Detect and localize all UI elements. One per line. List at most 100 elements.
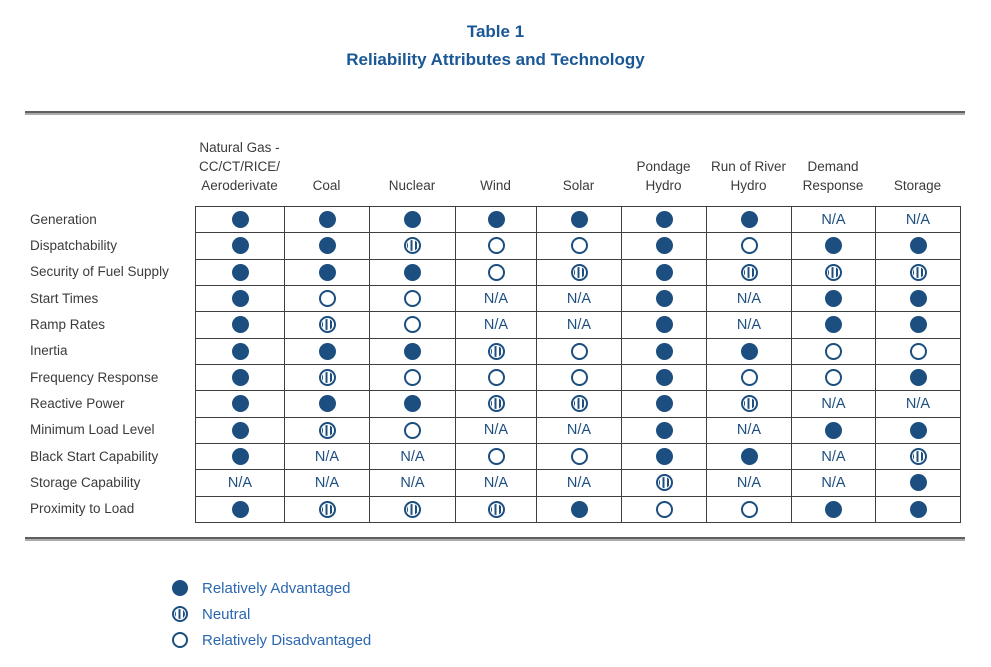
table-caption: Reliability Attributes and Technology xyxy=(346,50,645,69)
table-cell-1-0 xyxy=(196,233,285,260)
table-cell-3-0 xyxy=(196,285,285,313)
table-cell-5-5 xyxy=(622,338,707,365)
table-cell-8-4: N/A xyxy=(537,417,622,444)
table-cell-1-3 xyxy=(456,233,537,260)
table-cell-1-8 xyxy=(876,233,961,260)
advantaged-icon xyxy=(172,580,188,596)
na-text: N/A xyxy=(400,474,425,491)
table-title: Table 1 Reliability Attributes and Techn… xyxy=(0,18,991,74)
legend-item: Relatively Advantaged xyxy=(172,575,371,601)
table-cell-4-5 xyxy=(622,312,707,339)
disadvantaged-icon xyxy=(909,342,927,360)
table-cell-4-3: N/A xyxy=(456,312,537,339)
neutral-icon xyxy=(404,237,421,255)
table-cell-6-3 xyxy=(456,364,537,392)
disadvantaged-icon xyxy=(487,263,505,281)
legend-label: Relatively Advantaged xyxy=(202,579,351,597)
advantaged-icon xyxy=(825,290,842,308)
advantaged-icon xyxy=(231,263,249,281)
column-header-line: Solar xyxy=(562,178,595,193)
disadvantaged-icon xyxy=(570,342,588,360)
row-label: Security of Fuel Supply xyxy=(30,264,169,280)
table-cell-11-7 xyxy=(792,496,876,523)
advantaged-icon xyxy=(487,211,505,229)
table-cell-6-2 xyxy=(370,364,456,392)
table-cell-3-5 xyxy=(622,285,707,313)
table-cell-0-4 xyxy=(537,207,622,234)
table-cell-11-0 xyxy=(196,496,285,523)
disadvantaged-icon xyxy=(825,369,842,387)
neutral-icon xyxy=(825,263,842,281)
table-cell-1-4 xyxy=(537,233,622,260)
table-cell-7-1 xyxy=(285,391,370,418)
disadvantaged-icon xyxy=(825,342,842,360)
legend-label: Relatively Disadvantaged xyxy=(202,631,372,649)
neutral-icon xyxy=(318,316,336,334)
advantaged-icon xyxy=(909,421,927,439)
table-cell-8-1 xyxy=(285,417,370,444)
table-cell-4-0 xyxy=(196,312,285,339)
disadvantaged-icon xyxy=(570,448,588,466)
neutral-icon xyxy=(570,395,588,413)
na-text: N/A xyxy=(905,211,931,228)
table-cell-2-6 xyxy=(707,259,792,286)
advantaged-icon xyxy=(570,500,588,518)
advantaged-icon xyxy=(825,421,842,439)
table-cell-0-7: N/A xyxy=(792,207,876,234)
column-header-6: Run of River Hydro xyxy=(706,126,791,202)
advantaged-icon xyxy=(825,316,842,334)
table-cell-6-6 xyxy=(707,364,792,392)
table-cell-4-1 xyxy=(285,312,370,339)
na-text: N/A xyxy=(821,448,846,465)
row-label: Proximity to Load xyxy=(30,501,135,517)
disadvantaged-icon xyxy=(570,369,588,387)
table-cell-6-5 xyxy=(622,364,707,392)
table-cell-7-5 xyxy=(622,391,707,418)
neutral-icon xyxy=(740,395,758,413)
advantaged-icon xyxy=(318,395,336,413)
table-cell-9-5 xyxy=(622,443,707,471)
advantaged-icon xyxy=(231,421,249,439)
table-cell-4-6: N/A xyxy=(707,312,792,339)
advantaged-icon xyxy=(655,263,673,281)
advantaged-icon xyxy=(318,263,336,281)
table-cell-7-2 xyxy=(370,391,456,418)
disadvantaged-icon xyxy=(740,500,758,518)
table-cell-11-5 xyxy=(622,496,707,523)
advantaged-icon xyxy=(231,316,249,334)
na-text: N/A xyxy=(566,316,592,333)
row-label: Ramp Rates xyxy=(30,316,106,332)
advantaged-icon xyxy=(825,500,842,518)
table-cell-11-1 xyxy=(285,496,370,523)
table-cell-3-4: N/A xyxy=(537,285,622,313)
table-cell-9-1: N/A xyxy=(285,443,370,471)
table-cell-3-3: N/A xyxy=(456,285,537,313)
disadvantaged-icon xyxy=(404,316,421,334)
advantaged-icon xyxy=(655,211,673,229)
advantaged-icon xyxy=(740,211,758,229)
na-text: N/A xyxy=(483,474,509,491)
table-cell-3-1 xyxy=(285,285,370,313)
advantaged-icon xyxy=(909,474,927,492)
advantaged-icon xyxy=(909,500,927,518)
table-cell-5-4 xyxy=(537,338,622,365)
table-cell-11-6 xyxy=(707,496,792,523)
column-header-0: Natural Gas - CC/CT/RICE/Aeroderivate xyxy=(195,126,284,202)
neutral-icon xyxy=(318,500,336,518)
table-cell-6-8 xyxy=(876,364,961,392)
neutral-icon xyxy=(487,500,505,518)
table-cell-0-1 xyxy=(285,207,370,234)
table-cell-8-3: N/A xyxy=(456,417,537,444)
table-cell-2-5 xyxy=(622,259,707,286)
row-label: Start Times xyxy=(30,290,99,306)
disadvantaged-icon xyxy=(404,421,421,439)
row-label: Reactive Power xyxy=(30,395,125,411)
column-header-line: Hydro xyxy=(730,178,767,193)
disadvantaged-icon xyxy=(487,448,505,466)
neutral-icon xyxy=(909,448,927,466)
table-cell-9-0 xyxy=(196,443,285,471)
legend-item: Neutral xyxy=(172,601,371,627)
advantaged-icon xyxy=(655,395,673,413)
table-cell-5-8 xyxy=(876,338,961,365)
table-cell-4-7 xyxy=(792,312,876,339)
